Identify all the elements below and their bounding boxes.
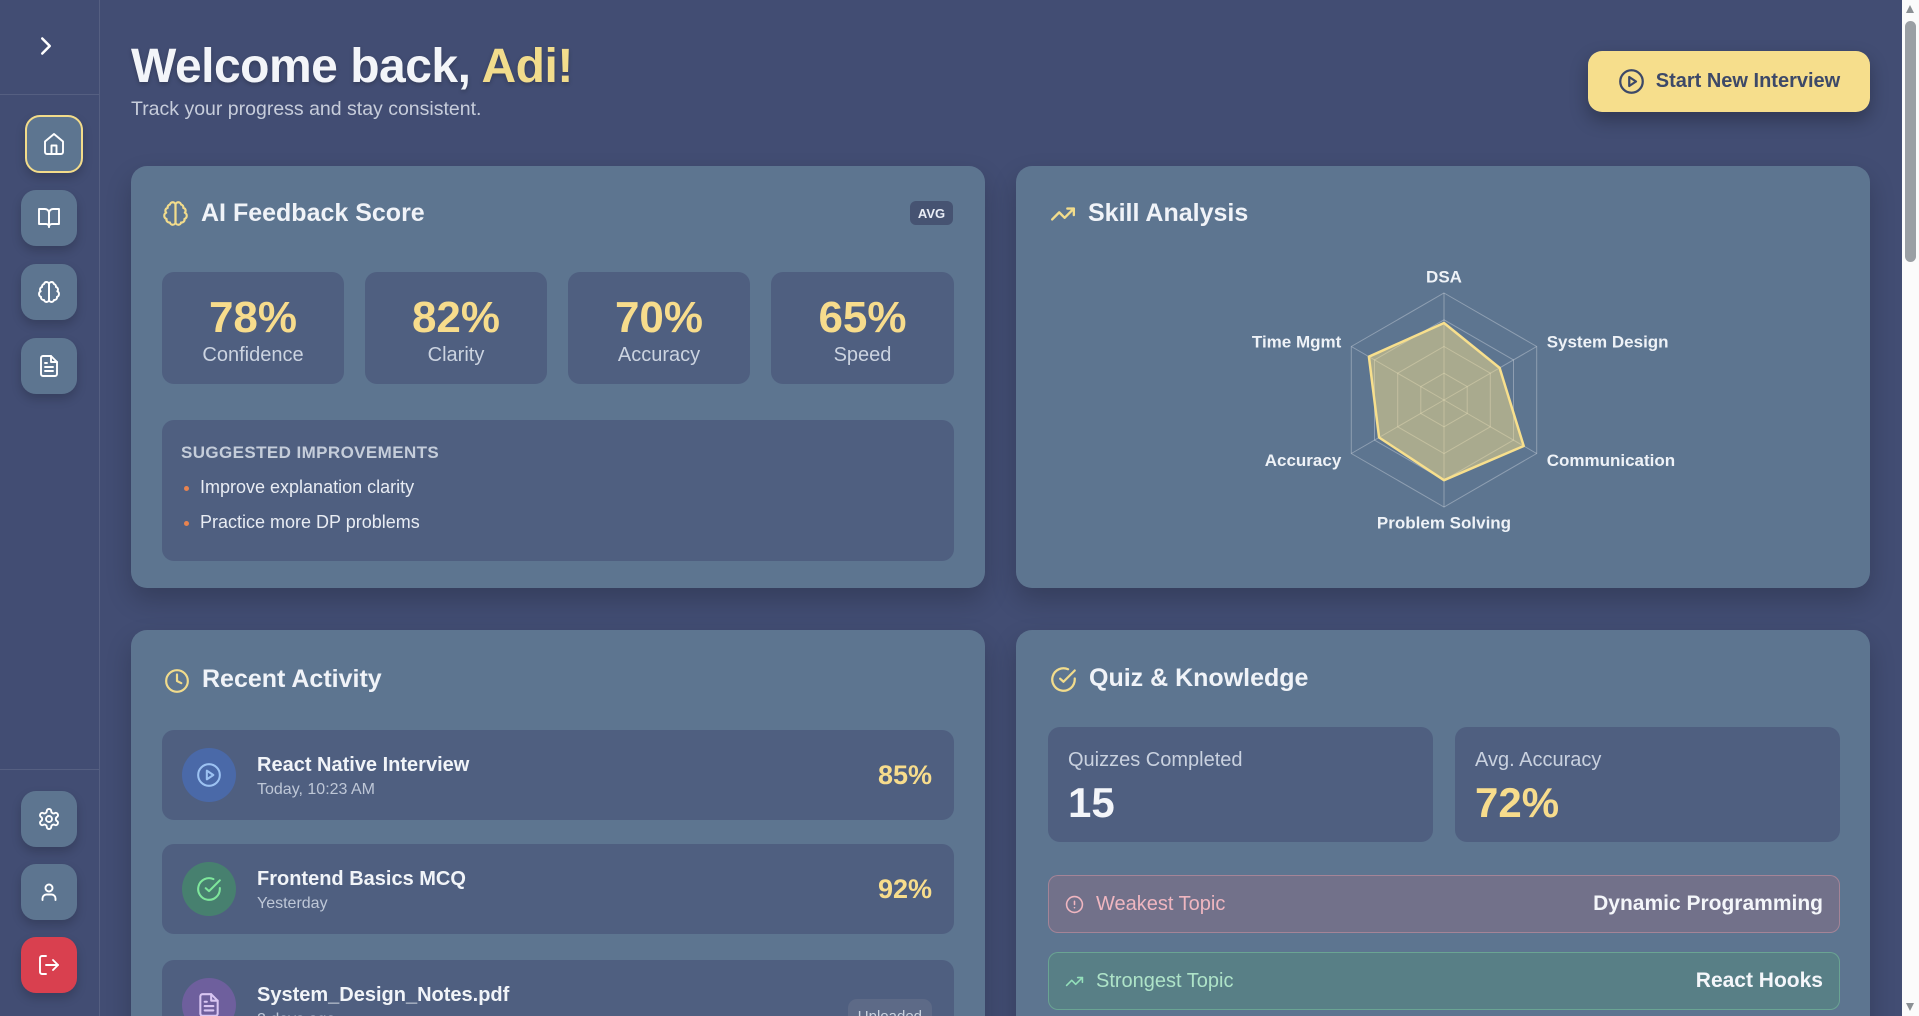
- svg-text:Accuracy: Accuracy: [1265, 451, 1342, 470]
- svg-text:Problem Solving: Problem Solving: [1377, 514, 1511, 533]
- svg-text:DSA: DSA: [1426, 268, 1462, 287]
- svg-text:Communication: Communication: [1547, 451, 1675, 470]
- svg-text:System Design: System Design: [1547, 333, 1669, 352]
- svg-text:Time Mgmt: Time Mgmt: [1252, 333, 1342, 352]
